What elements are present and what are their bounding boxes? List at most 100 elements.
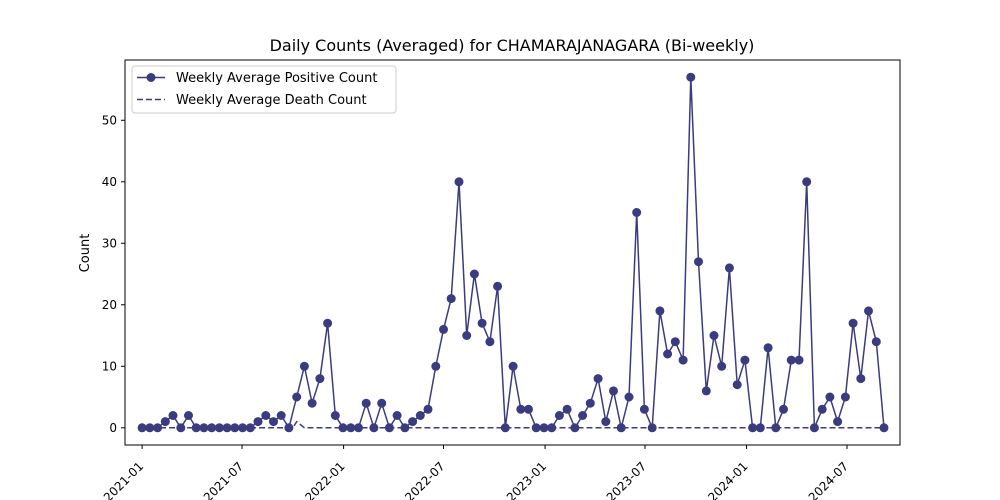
data-point — [593, 374, 603, 384]
data-point — [253, 417, 263, 427]
data-point — [686, 72, 696, 82]
data-point — [562, 404, 572, 414]
data-point — [439, 324, 448, 334]
data-point — [485, 337, 495, 347]
data-point — [701, 386, 711, 396]
data-point — [833, 417, 843, 427]
data-point — [655, 306, 665, 316]
series-layer — [137, 72, 889, 433]
data-point — [307, 398, 317, 408]
legend: Weekly Average Positive Count Weekly Ave… — [131, 65, 397, 114]
data-point — [431, 361, 441, 371]
data-point — [493, 281, 503, 291]
data-point — [601, 417, 611, 427]
data-point — [670, 337, 680, 347]
data-point — [423, 404, 433, 414]
data-point — [609, 386, 618, 396]
data-point — [516, 404, 526, 414]
y-axis: 0 10 20 30 40 50 — [102, 113, 125, 435]
legend-positive-label: Weekly Average Positive Count — [176, 71, 377, 86]
data-point — [338, 423, 348, 433]
data-point — [508, 361, 518, 371]
data-point — [871, 337, 881, 347]
x-tick-label: 2021-07 — [201, 459, 246, 500]
data-point — [261, 411, 271, 420]
legend-positive-swatch-marker — [146, 73, 156, 82]
plot-area — [124, 59, 901, 446]
data-point — [153, 423, 163, 433]
data-point — [856, 374, 866, 384]
data-point — [462, 331, 472, 340]
data-point — [500, 423, 510, 433]
legend-death-label: Weekly Average Death Count — [176, 93, 367, 108]
y-tick-label: 0 — [109, 421, 117, 435]
x-tick-label: 2021-01 — [101, 459, 146, 500]
data-point — [469, 269, 479, 279]
data-point — [400, 423, 410, 433]
y-axis-title: Count — [78, 234, 93, 273]
chart-title: Daily Counts (Averaged) for CHAMARAJANAG… — [270, 36, 755, 55]
data-point — [184, 411, 193, 420]
data-point — [663, 349, 673, 359]
data-point — [639, 404, 649, 414]
data-point — [779, 404, 788, 414]
data-point — [315, 374, 325, 384]
data-point — [678, 355, 688, 365]
data-point — [802, 177, 812, 187]
data-point — [848, 318, 858, 328]
data-point — [145, 423, 155, 433]
data-point — [717, 361, 727, 371]
data-point — [585, 398, 595, 408]
x-tick-label: 2022-01 — [302, 459, 347, 500]
x-axis: 2021-01 2021-07 2022-01 2022-07 2023-01 2023-… — [101, 445, 851, 500]
data-point — [292, 392, 302, 402]
data-point — [570, 423, 580, 433]
data-point — [354, 423, 363, 433]
data-point — [207, 423, 217, 433]
data-point — [817, 404, 827, 414]
data-point — [624, 392, 634, 402]
series-line-death — [142, 420, 884, 429]
data-point — [199, 423, 209, 433]
legend-box — [131, 65, 397, 114]
x-tick-label: 2023-01 — [504, 459, 549, 500]
data-point — [554, 411, 564, 420]
y-tick-label: 40 — [102, 175, 117, 189]
x-tick-label: 2022-07 — [402, 459, 447, 500]
y-tick-label: 30 — [102, 236, 117, 250]
data-point — [276, 411, 286, 420]
data-point — [616, 423, 626, 433]
data-point — [864, 306, 873, 316]
data-point — [392, 411, 402, 420]
data-point — [168, 411, 178, 420]
data-point — [825, 392, 835, 402]
data-point — [415, 411, 425, 420]
x-tick-label: 2024-01 — [705, 459, 750, 500]
data-point — [763, 343, 773, 353]
data-point — [578, 411, 588, 420]
data-point — [694, 257, 703, 267]
y-tick-label: 50 — [102, 113, 117, 127]
y-tick-label: 10 — [102, 359, 117, 373]
x-tick-label: 2024-07 — [806, 459, 851, 500]
data-point — [740, 355, 750, 365]
data-point — [323, 318, 333, 328]
data-point — [524, 404, 533, 414]
data-point — [632, 208, 642, 217]
data-point — [160, 417, 170, 427]
data-point — [724, 263, 734, 273]
data-point — [299, 361, 309, 371]
data-point — [330, 411, 340, 420]
data-point — [709, 331, 719, 340]
data-point — [454, 177, 464, 187]
data-point — [732, 380, 742, 390]
data-point — [446, 294, 456, 304]
data-point — [269, 417, 278, 427]
data-point — [477, 318, 487, 328]
y-tick-label: 20 — [102, 298, 117, 312]
data-point — [794, 355, 804, 365]
data-point — [408, 417, 418, 427]
data-point — [786, 355, 796, 365]
data-point — [377, 398, 387, 408]
